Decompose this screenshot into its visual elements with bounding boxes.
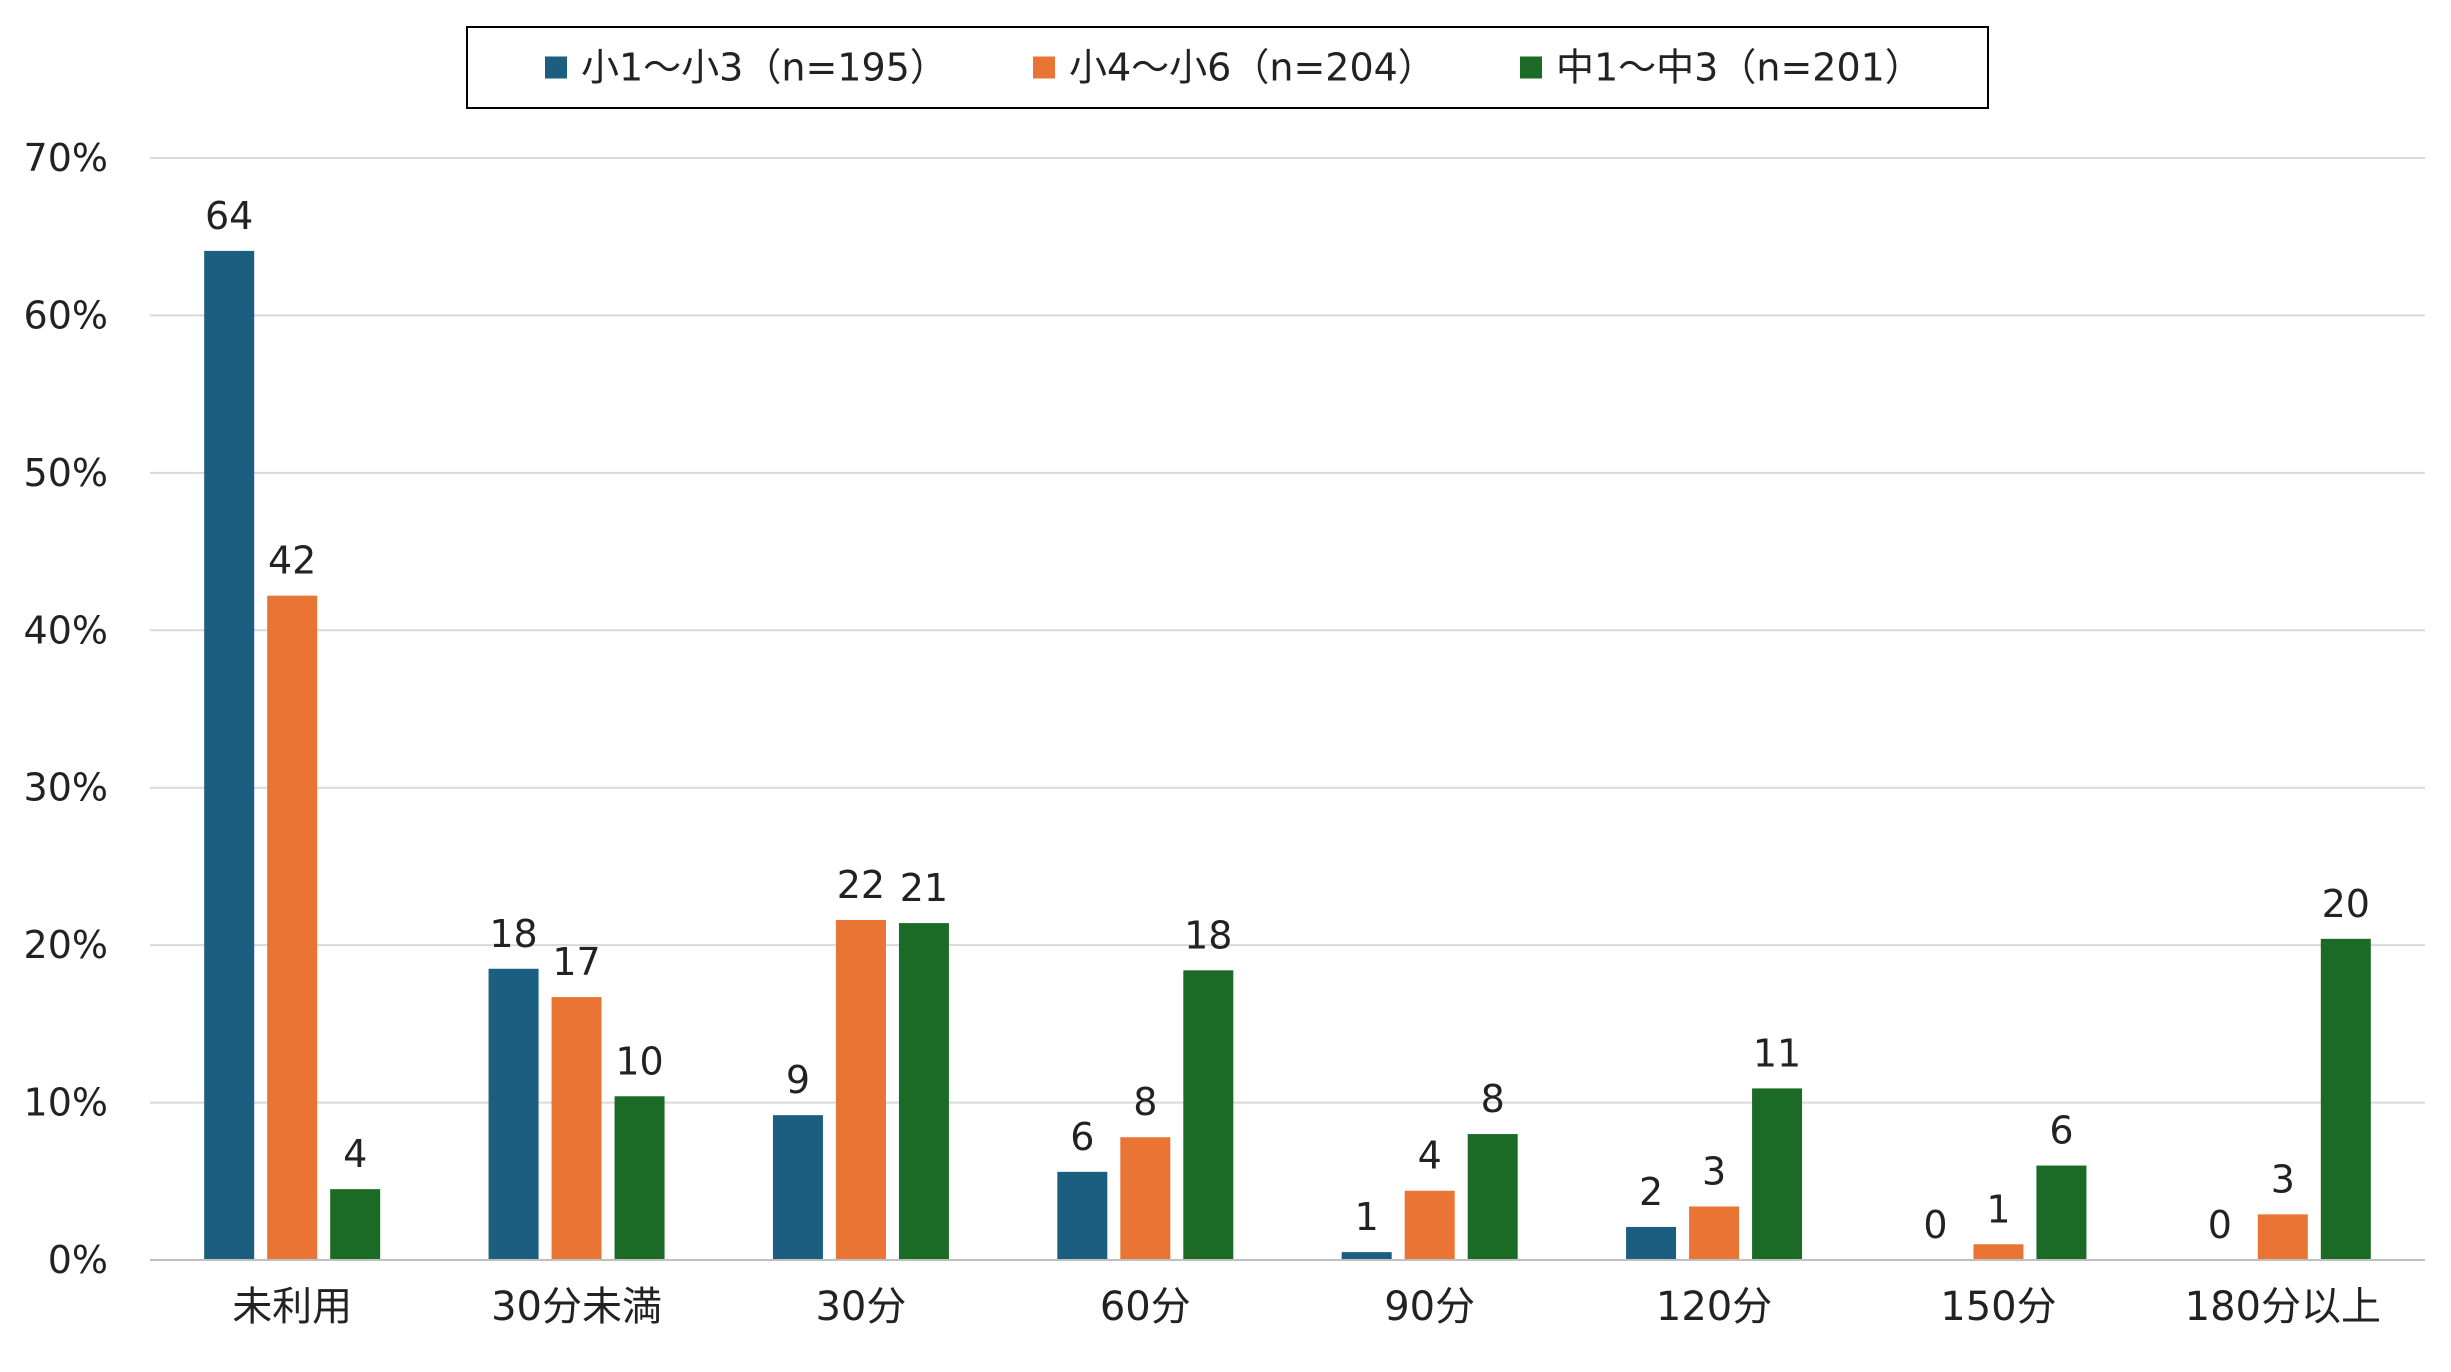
x-category-label: 30分 xyxy=(815,1284,906,1330)
data-label: 9 xyxy=(786,1058,810,1102)
bar xyxy=(2257,1214,2308,1260)
y-tick-label: 20% xyxy=(24,923,108,967)
data-label: 6 xyxy=(2049,1109,2073,1153)
y-tick-label: 0% xyxy=(48,1238,108,1282)
y-tick-label: 70% xyxy=(24,136,108,180)
data-label: 17 xyxy=(552,940,600,984)
data-label: 3 xyxy=(1702,1149,1726,1193)
bar xyxy=(835,919,886,1260)
x-category-label: 180分以上 xyxy=(2185,1284,2381,1330)
x-category-label: 未利用 xyxy=(232,1284,352,1330)
bar xyxy=(2036,1165,2087,1260)
legend-swatch xyxy=(545,56,567,79)
y-tick-label: 30% xyxy=(24,766,108,810)
bar xyxy=(1183,970,1234,1260)
bar xyxy=(330,1189,381,1260)
data-label: 4 xyxy=(1418,1134,1442,1178)
bar xyxy=(2320,938,2371,1260)
data-label: 20 xyxy=(2322,882,2370,926)
bar xyxy=(1467,1134,1518,1260)
bar xyxy=(1752,1088,1803,1260)
data-label: 21 xyxy=(900,866,948,910)
data-label: 1 xyxy=(1355,1195,1379,1239)
bar xyxy=(1404,1190,1455,1260)
bar xyxy=(267,595,318,1260)
legend: 小1～小3（n=195） 小4～小6（n=204） 中1～中3（n=201） xyxy=(466,26,1989,109)
x-axis-category-labels: 未利用 30分未満 30分 60分 90分 120分 150分 180分以上 xyxy=(232,1284,2381,1330)
data-label: 1 xyxy=(1986,1187,2010,1231)
legend-label: 小4～小6（n=204） xyxy=(1069,46,1436,90)
bar xyxy=(204,250,255,1260)
bar xyxy=(1689,1206,1740,1260)
data-label: 42 xyxy=(268,539,316,583)
data-label: 8 xyxy=(1133,1080,1157,1124)
legend-swatch xyxy=(1033,56,1055,79)
data-label: 11 xyxy=(1753,1031,1801,1075)
data-label: 0 xyxy=(1923,1203,1947,1247)
y-tick-label: 40% xyxy=(24,608,108,652)
data-label: 4 xyxy=(343,1132,367,1176)
y-tick-label: 50% xyxy=(24,451,108,495)
data-label: 18 xyxy=(489,912,537,956)
bar xyxy=(772,1115,823,1260)
x-category-label: 30分未満 xyxy=(491,1284,662,1330)
data-label: 2 xyxy=(1639,1170,1663,1214)
data-label: 10 xyxy=(615,1039,663,1083)
x-category-label: 120分 xyxy=(1656,1284,1772,1330)
data-label: 3 xyxy=(2271,1157,2295,1201)
bar xyxy=(551,997,602,1260)
bar xyxy=(488,968,539,1260)
y-axis-tick-labels: 0% 10% 20% 30% 40% 50% 60% 70% xyxy=(24,136,108,1282)
data-label: 8 xyxy=(1481,1077,1505,1121)
legend-label: 中1～中3（n=201） xyxy=(1556,46,1923,90)
bar xyxy=(614,1096,665,1260)
data-label: 22 xyxy=(837,863,885,907)
bar xyxy=(1626,1226,1677,1260)
y-tick-label: 10% xyxy=(24,1081,108,1125)
legend-swatch xyxy=(1520,56,1542,79)
gridlines xyxy=(150,157,2425,1104)
data-label: 18 xyxy=(1184,913,1232,957)
bar xyxy=(1057,1171,1108,1260)
legend-box xyxy=(466,26,1989,109)
bar xyxy=(1341,1252,1392,1260)
x-category-label: 60分 xyxy=(1100,1284,1191,1330)
legend-label: 小1～小3（n=195） xyxy=(581,46,948,90)
bar xyxy=(1973,1244,2024,1260)
bar xyxy=(1120,1137,1171,1260)
data-label: 0 xyxy=(2208,1203,2232,1247)
data-label: 64 xyxy=(205,194,253,238)
data-label: 6 xyxy=(1070,1115,1094,1159)
bar xyxy=(898,923,949,1260)
bars xyxy=(204,250,2371,1260)
x-category-label: 150分 xyxy=(1940,1284,2056,1330)
x-category-label: 90分 xyxy=(1384,1284,1475,1330)
y-tick-label: 60% xyxy=(24,293,108,337)
